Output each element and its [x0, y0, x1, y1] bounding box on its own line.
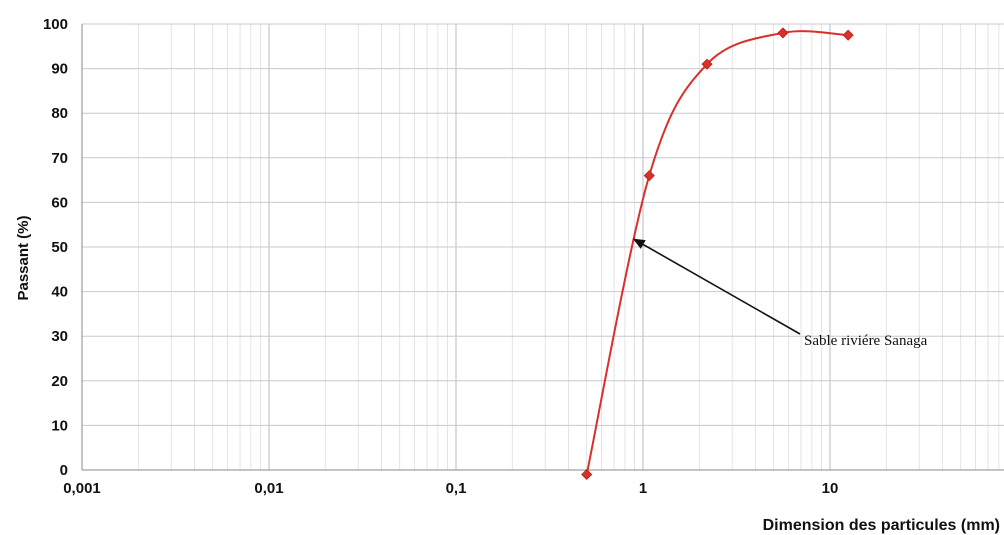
y-tick-label: 40 [51, 284, 68, 301]
data-point [777, 27, 789, 39]
y-tick-label: 90 [51, 61, 68, 78]
annotation-label: Sable riviére Sanaga [804, 333, 928, 349]
y-axis-label: Passant (%) [15, 215, 32, 300]
data-point [701, 58, 713, 70]
x-tick-label: 0,01 [254, 480, 283, 497]
annotation-arrow [632, 238, 801, 335]
y-tick-label: 60 [51, 194, 68, 211]
y-tick-label: 20 [51, 373, 68, 390]
x-tick-label: 0,001 [63, 480, 101, 497]
x-axis-label: Dimension des particules (mm) [763, 517, 1000, 534]
y-axis: 0 10 20 30 40 50 60 70 80 90 100 [43, 16, 68, 479]
series-layer [581, 27, 854, 481]
annotation: Sable riviére Sanaga [632, 238, 928, 349]
y-tick-label: 50 [51, 239, 68, 256]
data-point [581, 468, 593, 481]
data-point [842, 29, 854, 41]
y-tick-label: 70 [51, 150, 68, 167]
x-tick-label: 0,1 [446, 480, 467, 497]
series-line [585, 30, 849, 475]
x-tick-label: 1 [639, 480, 647, 497]
y-tick-label: 100 [43, 16, 68, 33]
y-tick-label: 10 [51, 417, 68, 434]
x-axis: 0,001 0,01 0,1 1 10 [63, 480, 838, 497]
data-point [643, 170, 655, 182]
y-tick-label: 80 [51, 105, 68, 122]
grid [81, 23, 1004, 471]
x-tick-label: 10 [822, 480, 839, 497]
y-tick-label: 30 [51, 328, 68, 345]
y-tick-label: 0 [60, 462, 68, 479]
